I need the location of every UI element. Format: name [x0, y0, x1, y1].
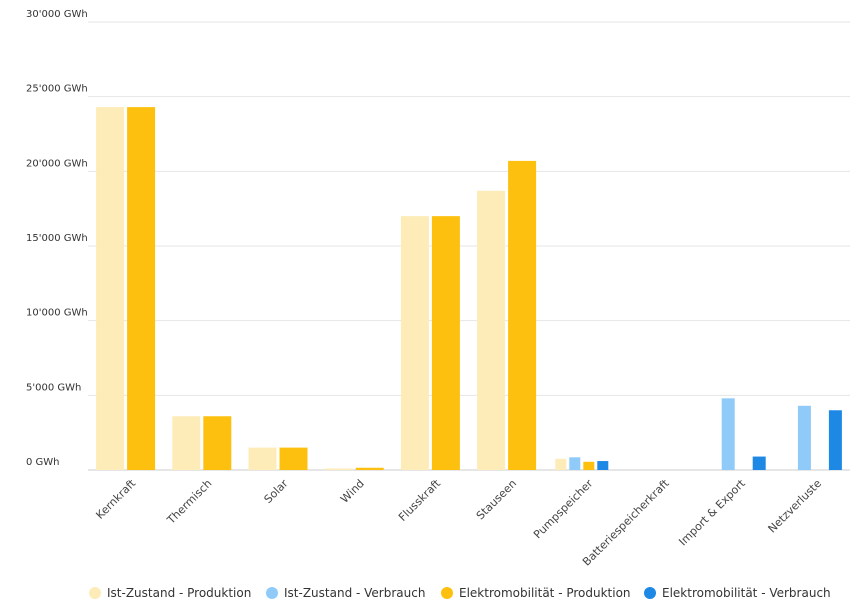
x-axis-category-labels: Kernkraft Thermisch Solar Wind Flusskraft Sta…	[93, 476, 824, 568]
y-tick-label: 5'000 GWh	[26, 382, 81, 393]
bar-flusskraft-series-2[interactable]	[431, 216, 460, 470]
x-category-label: Stauseen	[474, 477, 519, 522]
legend-label: Elektromobilität - Verbrauch	[662, 586, 831, 600]
bar-wind-series-2[interactable]	[355, 467, 384, 470]
legend-label: Ist-Zustand - Produktion	[107, 586, 251, 600]
legend-item[interactable]: Elektromobilität - Verbrauch	[644, 586, 831, 600]
bars	[96, 107, 842, 471]
bar-kernkraft-series-2[interactable]	[127, 107, 156, 471]
bar-pumpspeicher-series-0[interactable]	[555, 458, 567, 470]
bar-netzverluste-series-1[interactable]	[797, 405, 811, 470]
x-category-label: Netzverluste	[766, 477, 825, 536]
y-tick-label: 20'000 GWh	[26, 158, 88, 169]
bar-stauseen-series-2[interactable]	[508, 160, 537, 470]
bar-pumpspeicher-series-2[interactable]	[583, 461, 595, 470]
bar-pumpspeicher-series-3[interactable]	[597, 461, 609, 470]
x-category-label: Pumpspeicher	[531, 477, 596, 542]
bar-solar-series-2[interactable]	[279, 447, 308, 470]
bar-import-export-series-3[interactable]	[752, 456, 766, 470]
legend-marker	[644, 587, 656, 599]
legend-label: Elektromobilität - Produktion	[459, 586, 631, 600]
legend-marker	[441, 587, 453, 599]
bar-stauseen-series-0[interactable]	[477, 190, 506, 470]
y-tick-label: 10'000 GWh	[26, 308, 88, 319]
y-tick-label: 15'000 GWh	[26, 233, 88, 244]
y-axis-tick-labels: 0 GWh 5'000 GWh 10'000 GWh 15'000 GWh 20'000…	[26, 9, 88, 468]
bar-pumpspeicher-series-1[interactable]	[569, 457, 581, 470]
legend-label: Ist-Zustand - Verbrauch	[284, 586, 425, 600]
x-category-label: Import & Export	[676, 476, 748, 548]
bar-kernkraft-series-0[interactable]	[96, 107, 125, 471]
bar-netzverluste-series-3[interactable]	[828, 410, 842, 470]
x-category-label: Flusskraft	[396, 476, 443, 523]
x-category-label: Solar	[262, 477, 291, 506]
legend-marker	[266, 587, 278, 599]
grid-lines	[88, 21, 850, 471]
y-tick-label: 25'000 GWh	[26, 84, 88, 95]
y-tick-label: 30'000 GWh	[26, 9, 88, 20]
bar-wind-series-0[interactable]	[324, 468, 353, 470]
bar-import-export-series-1[interactable]	[721, 398, 735, 470]
x-category-label: Kernkraft	[93, 476, 138, 521]
legend-item[interactable]: Ist-Zustand - Produktion	[89, 586, 251, 600]
legend-item[interactable]: Elektromobilität - Produktion	[441, 586, 631, 600]
bar-solar-series-0[interactable]	[248, 447, 277, 470]
x-category-label: Thermisch	[164, 477, 214, 527]
bar-flusskraft-series-0[interactable]	[400, 216, 429, 470]
x-category-label: Wind	[338, 477, 367, 506]
bar-thermisch-series-0[interactable]	[172, 416, 201, 470]
legend-item[interactable]: Ist-Zustand - Verbrauch	[266, 586, 425, 600]
bar-thermisch-series-2[interactable]	[203, 416, 232, 470]
x-category-label: Batteriespeicherkraft	[580, 476, 672, 568]
y-tick-label: 0 GWh	[26, 457, 60, 468]
legend[interactable]: Ist-Zustand - Produktion Ist-Zustand - Ve…	[89, 586, 831, 600]
legend-marker	[89, 587, 101, 599]
